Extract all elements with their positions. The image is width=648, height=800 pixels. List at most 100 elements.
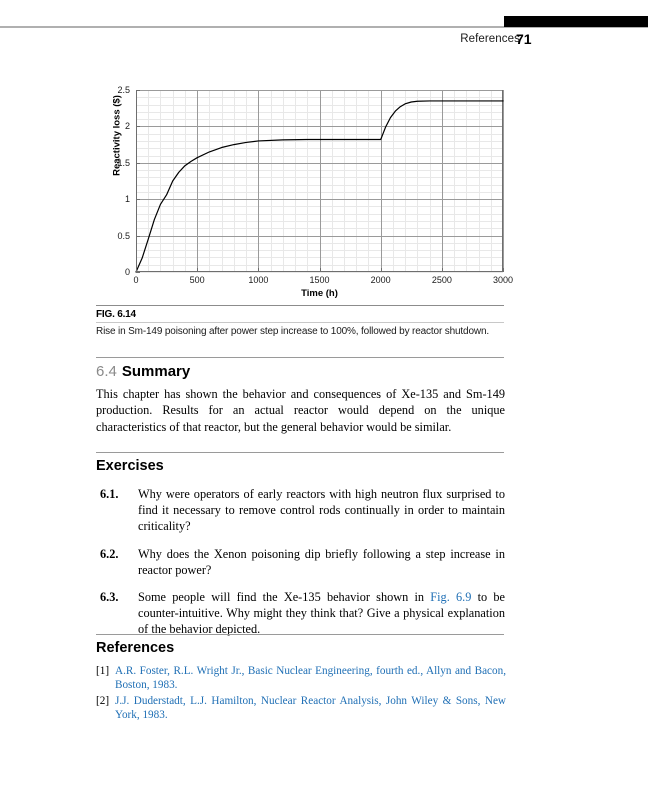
reference-marker: [2] [96,695,110,707]
reference-text[interactable]: A.R. Foster, R.L. Wright Jr., Basic Nucl… [115,665,506,691]
grid-line-minor-vertical [490,90,492,272]
exercise-number: 6.2. [100,546,119,561]
grid-line-major-vertical [441,90,443,272]
exercise-number: 6.3. [100,590,119,605]
reference-list: [1] A.R. Foster, R.L. Wright Jr., Basic N… [96,664,506,724]
figure-6-14: Reactivity loss ($) 0 0.5 1 1.5 2 2.5 0 500 100… [96,80,514,305]
exercise-text: Why does the Xenon poisoning dip briefly… [138,546,505,577]
chart: Reactivity loss ($) 0 0.5 1 1.5 2 2.5 0 500 100… [96,80,514,305]
grid-line-minor-vertical [405,90,407,272]
grid-line-minor-vertical [417,90,419,272]
grid-line-minor-horizontal [136,272,503,273]
grid-line-minor-vertical [466,90,468,272]
grid-line-major-horizontal [136,162,503,164]
x-tick-mark [197,268,199,272]
exercise-text: to be counter-intuitive. Why might they … [138,590,505,637]
exercise-item: 6.2. Why does the Xenon poisoning dip bri… [96,546,505,578]
reference-marker: [1] [96,665,110,677]
grid-line-minor-vertical [270,90,272,272]
grid-line-minor-vertical [368,90,370,272]
x-tick-mark [136,268,137,272]
grid-line-minor-vertical [356,90,358,272]
grid-line-major-horizontal [136,126,503,128]
page-number: 71 [516,31,532,47]
grid-line-major-vertical [503,90,504,272]
y-tick-mark [136,162,140,164]
grid-line-minor-vertical [454,90,456,272]
grid-line-minor-vertical [209,90,211,272]
y-tick-label: 1.5 [117,157,130,168]
grid-line-minor-vertical [343,90,345,272]
grid-line-minor-vertical [282,90,284,272]
grid-line-minor-vertical [160,90,162,272]
reference-text[interactable]: J.J. Duderstadt, L.J. Hamilton, Nuclear … [115,695,506,721]
figure-caption: Rise in Sm-149 poisoning after power ste… [96,326,489,337]
grid-line-minor-vertical [246,90,248,272]
x-tick-label: 1500 [309,275,330,285]
grid-line-minor-vertical [331,90,333,272]
x-tick-label: 500 [189,275,205,285]
grid-line-minor-vertical [392,90,394,272]
y-tick-mark [136,272,140,273]
exercise-item: 6.3. Some people will find the Xe-135 beh… [96,589,505,638]
grid-line-minor-vertical [307,90,309,272]
x-tick-mark [380,268,382,272]
y-tick-mark [136,126,140,128]
summary-section-number: 6.4 [96,363,117,380]
grid-line-major-horizontal [136,199,503,201]
x-tick-label: 0 [133,275,139,285]
y-tick-label: 2.5 [117,85,130,95]
grid-line-major-horizontal [136,90,503,91]
plot-right-edge [502,90,503,272]
grid-line-minor-vertical [233,90,235,272]
x-axis-label: Time (h) [301,288,338,299]
exercise-number: 6.1. [100,487,119,501]
y-axis-label: Reactivity loss ($) [111,95,123,176]
x-tick-label: 1000 [248,275,269,285]
grid-line-major-horizontal [136,235,503,237]
references-heading: References [96,640,175,656]
figure-cross-reference-link[interactable]: Fig. 6.9 [430,590,472,605]
figure-number: FIG. 6.14 [96,309,136,320]
grid-line-major-vertical [197,90,199,272]
x-tick-label: 3000 [492,275,514,285]
running-head: References [460,33,520,45]
grid-line-major-vertical [380,90,382,272]
exercises-rule [96,452,504,453]
plot-area [135,90,504,273]
x-tick-mark [503,268,504,272]
y-tick-label: 1 [124,194,130,205]
summary-heading-text: Summary [121,363,191,380]
exercise-text: Some people will find the Xe-135 behavio… [138,590,431,605]
grid-line-minor-vertical [184,90,186,272]
grid-line-major-vertical [258,90,260,272]
reference-item[interactable]: [1] A.R. Foster, R.L. Wright Jr., Basic N… [96,664,506,692]
exercise-text: Why were operators of early reactors wit… [138,487,505,534]
page-header: References 71 [0,0,648,60]
y-tick-mark [136,90,140,91]
data-curve [135,100,504,273]
reference-item[interactable]: [2] J.J. Duderstadt, L.J. Hamilton, Nucle… [96,694,506,722]
y-tick-mark [136,199,140,201]
exercises-heading: Exercises [96,458,164,474]
header-black-bar [504,16,648,27]
y-tick-label: 0.5 [117,230,130,241]
y-tick-mark [136,235,140,237]
grid-line-minor-vertical [478,90,480,272]
grid-line-minor-vertical [221,90,223,272]
y-tick-label: 0 [124,267,130,277]
summary-rule [96,357,504,358]
grid-line-minor-vertical [148,90,150,272]
x-tick-label: 2500 [431,275,452,285]
header-rule [0,26,648,28]
grid-line-major-vertical [319,90,321,272]
references-rule [96,634,504,635]
grid-line-minor-vertical [429,90,431,272]
summary-body: This chapter has shown the behavior and … [96,387,505,434]
y-tick-label: 2 [124,121,130,132]
x-tick-label: 2000 [370,275,391,285]
x-tick-mark [441,268,443,272]
figure-rule-bottom [96,322,504,323]
x-tick-mark [258,268,260,272]
grid-line-minor-vertical [295,90,297,272]
